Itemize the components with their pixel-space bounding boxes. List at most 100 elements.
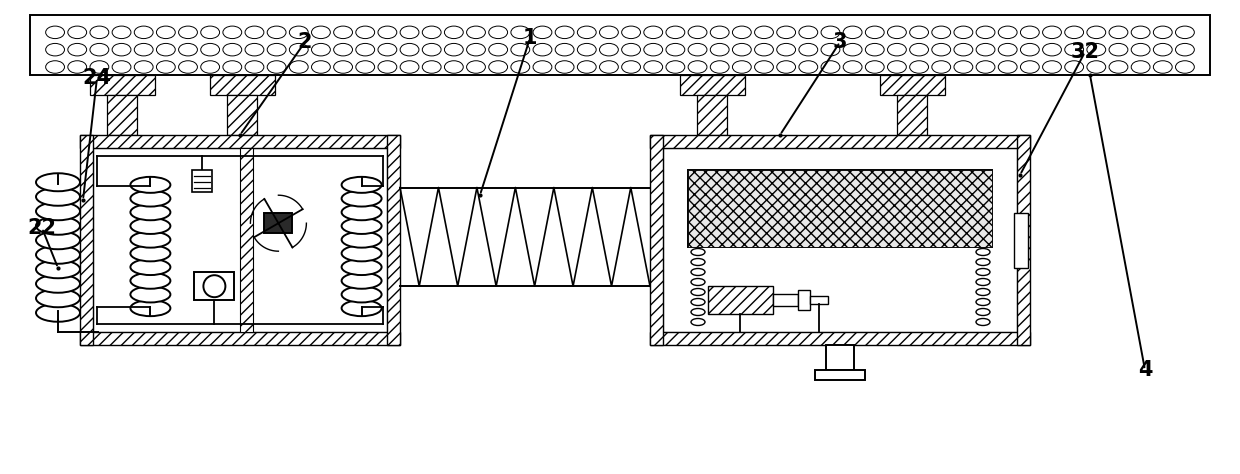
Ellipse shape <box>711 44 729 56</box>
Ellipse shape <box>843 26 862 38</box>
Ellipse shape <box>311 44 330 56</box>
Ellipse shape <box>1065 44 1084 56</box>
Ellipse shape <box>423 61 441 73</box>
Ellipse shape <box>423 26 441 38</box>
Ellipse shape <box>1153 26 1172 38</box>
Ellipse shape <box>46 44 64 56</box>
Ellipse shape <box>68 44 87 56</box>
Ellipse shape <box>130 191 170 207</box>
Ellipse shape <box>511 26 529 38</box>
Ellipse shape <box>821 44 839 56</box>
Ellipse shape <box>466 26 485 38</box>
Ellipse shape <box>888 44 906 56</box>
Ellipse shape <box>533 61 552 73</box>
Ellipse shape <box>134 26 153 38</box>
Ellipse shape <box>976 258 990 265</box>
Ellipse shape <box>578 44 596 56</box>
Ellipse shape <box>691 268 706 275</box>
Circle shape <box>203 275 226 297</box>
Ellipse shape <box>341 286 382 302</box>
Ellipse shape <box>666 44 684 56</box>
Ellipse shape <box>976 309 990 316</box>
Ellipse shape <box>733 61 751 73</box>
Ellipse shape <box>356 26 374 38</box>
Ellipse shape <box>866 26 884 38</box>
Ellipse shape <box>130 259 170 275</box>
Ellipse shape <box>799 26 817 38</box>
Bar <box>810 296 828 304</box>
Ellipse shape <box>201 44 219 56</box>
Ellipse shape <box>444 61 464 73</box>
Ellipse shape <box>733 44 751 56</box>
Text: 22: 22 <box>27 218 57 238</box>
Ellipse shape <box>998 61 1017 73</box>
Ellipse shape <box>511 44 529 56</box>
Ellipse shape <box>112 44 131 56</box>
Ellipse shape <box>910 61 929 73</box>
Ellipse shape <box>931 26 951 38</box>
Bar <box>264 213 293 233</box>
Text: 32: 32 <box>1070 42 1100 62</box>
Text: 24: 24 <box>83 68 112 88</box>
Ellipse shape <box>1176 26 1194 38</box>
Ellipse shape <box>68 61 87 73</box>
Ellipse shape <box>843 44 862 56</box>
Ellipse shape <box>91 26 109 38</box>
Ellipse shape <box>341 232 382 247</box>
Ellipse shape <box>556 61 574 73</box>
Ellipse shape <box>578 61 596 73</box>
Bar <box>210 75 275 95</box>
Ellipse shape <box>1176 61 1194 73</box>
Ellipse shape <box>130 286 170 302</box>
Bar <box>91 75 155 95</box>
Ellipse shape <box>36 202 81 220</box>
Bar <box>680 75 745 95</box>
Text: 2: 2 <box>298 32 312 52</box>
Ellipse shape <box>36 173 81 191</box>
Ellipse shape <box>1043 26 1061 38</box>
Ellipse shape <box>223 44 242 56</box>
Ellipse shape <box>1087 44 1106 56</box>
Ellipse shape <box>843 61 862 73</box>
Ellipse shape <box>334 44 352 56</box>
Ellipse shape <box>130 300 170 316</box>
Ellipse shape <box>341 191 382 207</box>
Ellipse shape <box>179 26 197 38</box>
Bar <box>1014 212 1028 267</box>
Ellipse shape <box>223 26 242 38</box>
Ellipse shape <box>36 231 81 249</box>
Ellipse shape <box>910 26 929 38</box>
Ellipse shape <box>976 61 994 73</box>
Ellipse shape <box>691 309 706 316</box>
Ellipse shape <box>444 26 464 38</box>
Ellipse shape <box>976 248 990 255</box>
Bar <box>697 95 727 135</box>
Bar <box>387 135 401 345</box>
Ellipse shape <box>976 26 994 38</box>
Ellipse shape <box>36 289 81 307</box>
Ellipse shape <box>36 246 81 264</box>
Bar <box>195 272 234 300</box>
Bar <box>650 135 1030 148</box>
Bar <box>897 95 928 135</box>
Ellipse shape <box>1065 26 1084 38</box>
Ellipse shape <box>112 26 131 38</box>
Ellipse shape <box>267 44 286 56</box>
Ellipse shape <box>599 61 619 73</box>
Ellipse shape <box>334 61 352 73</box>
Ellipse shape <box>134 61 153 73</box>
Bar <box>81 135 401 148</box>
Ellipse shape <box>821 61 839 73</box>
Ellipse shape <box>998 44 1017 56</box>
Ellipse shape <box>112 61 131 73</box>
Ellipse shape <box>289 44 309 56</box>
Ellipse shape <box>130 204 170 220</box>
Ellipse shape <box>46 61 64 73</box>
Ellipse shape <box>1087 61 1106 73</box>
Ellipse shape <box>341 273 382 289</box>
Ellipse shape <box>556 26 574 38</box>
Ellipse shape <box>246 26 264 38</box>
Ellipse shape <box>36 304 81 322</box>
Ellipse shape <box>156 61 175 73</box>
Ellipse shape <box>489 44 507 56</box>
